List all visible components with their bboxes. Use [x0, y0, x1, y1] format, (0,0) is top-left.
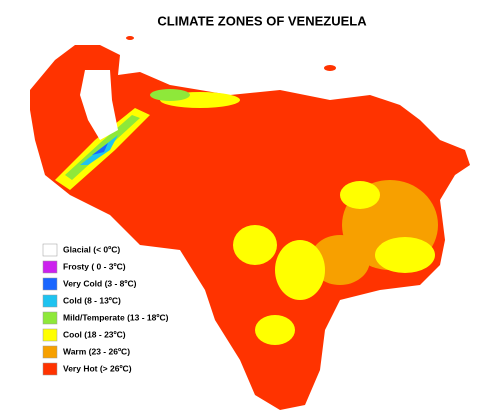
legend-swatch [42, 243, 58, 257]
legend-swatch [42, 345, 58, 359]
legend: Glacial (< 0ºC) Frosty ( 0 - 3ºC) Very Col… [42, 243, 169, 376]
legend-swatch [42, 277, 58, 291]
legend-swatch [42, 311, 58, 325]
legend-label: Glacial (< 0ºC) [63, 244, 120, 254]
legend-label: Warm (23 - 26ºC) [63, 346, 130, 356]
country-shape [30, 36, 470, 410]
legend-label: Cool (18 - 23ºC) [63, 329, 126, 339]
legend-swatch [42, 362, 58, 376]
map-title: CLIMATE ZONES OF VENEZUELA [157, 13, 367, 28]
legend-label: Very Hot (> 26ºC) [63, 363, 132, 373]
legend-label: Frosty ( 0 - 3ºC) [63, 261, 126, 271]
legend-label: Very Cold (3 - 8ºC) [63, 278, 137, 288]
legend-label: Mild/Temperate (13 - 18ºC) [63, 312, 169, 322]
legend-label: Cold (8 - 13ºC) [63, 295, 121, 305]
legend-swatch [42, 260, 58, 274]
legend-swatch [42, 328, 58, 342]
legend-swatch [42, 294, 58, 308]
